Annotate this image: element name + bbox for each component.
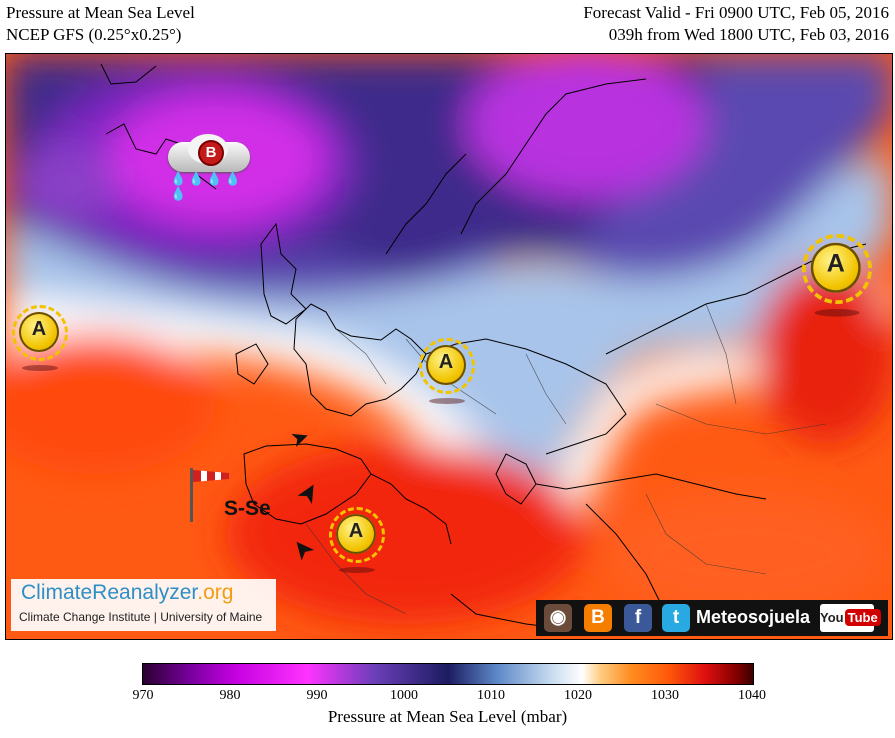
- colorbar-tick: 1000: [390, 688, 418, 703]
- instagram-icon[interactable]: ◉: [544, 604, 572, 632]
- facebook-icon[interactable]: f: [624, 604, 652, 632]
- colorbar-tick: 1040: [738, 688, 766, 703]
- high-pressure-icon: A: [419, 338, 475, 404]
- colorbar-tick: 980: [219, 688, 241, 703]
- climate-reanalyzer-logo: ClimateReanalyzer.org Climate Change Ins…: [11, 579, 276, 631]
- pressure-colorbar: [142, 663, 754, 685]
- social-account-name: Meteosojuela: [696, 607, 811, 627]
- site-subtitle: Climate Change Institute | University of…: [19, 610, 263, 624]
- forecast-valid-time: Forecast Valid - Fri 0900 UTC, Feb 05, 2…: [583, 3, 889, 22]
- wind-direction-label: S-Se: [224, 497, 271, 520]
- site-name: ClimateReanalyzer: [21, 581, 198, 604]
- colorbar-label: Pressure at Mean Sea Level (mbar): [327, 707, 568, 726]
- colorbar-tick: 990: [306, 688, 328, 703]
- colorbar-tick: 1010: [477, 688, 505, 703]
- blogger-icon[interactable]: B: [584, 604, 612, 632]
- high-pressure-icon: A: [329, 507, 385, 573]
- map-title: Pressure at Mean Sea Level: [6, 3, 195, 22]
- forecast-run-info: 039h from Wed 1800 UTC, Feb 03, 2016: [608, 25, 889, 44]
- colorbar-tick: 970: [132, 688, 154, 703]
- site-tld: .org: [197, 581, 234, 604]
- pressure-map: A A A A B 💧💧💧💧💧 ➤ ➤ ➤ S-Se ClimateReanal…: [5, 53, 893, 640]
- colorbar-tick: 1020: [564, 688, 592, 703]
- windsock-icon: [184, 466, 234, 524]
- model-info: NCEP GFS (0.25°x0.25°): [6, 25, 182, 44]
- twitter-icon[interactable]: t: [662, 604, 690, 632]
- low-pressure-rain-icon: B 💧💧💧💧💧: [164, 134, 256, 204]
- youtube-icon[interactable]: You Tube: [820, 604, 881, 632]
- high-pressure-icon: A: [802, 234, 872, 317]
- high-pressure-icon: A: [12, 305, 68, 371]
- colorbar-tick: 1030: [651, 688, 679, 703]
- social-bar: ◉ B f t Meteosojuela You Tube: [536, 600, 888, 636]
